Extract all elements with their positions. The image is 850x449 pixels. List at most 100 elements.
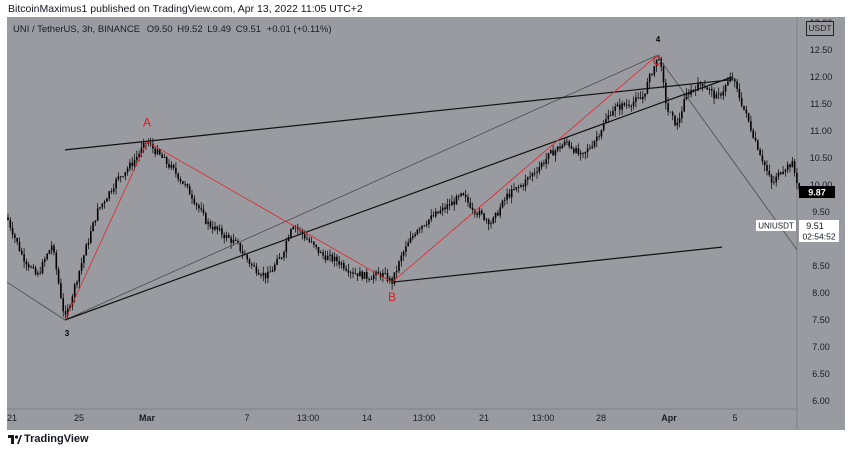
channel-line	[64, 76, 733, 321]
candle-body	[669, 111, 672, 113]
candle-body	[768, 170, 771, 176]
price-chart[interactable]: 13.0012.5012.0011.5011.0010.5010.009.509…	[7, 17, 845, 430]
candle-body	[533, 172, 536, 174]
candle-body	[184, 183, 186, 185]
candle-body	[784, 169, 787, 172]
candle-body	[83, 255, 85, 264]
candle-body	[494, 212, 497, 218]
tradingview-brand[interactable]: TradingView	[24, 433, 89, 445]
y-tick-label: 12.00	[810, 72, 833, 82]
currency-unit-button[interactable]: USDT	[806, 21, 834, 36]
candle-body	[359, 271, 361, 277]
candle-body	[322, 252, 324, 256]
candle-body	[200, 208, 202, 210]
candle-body	[591, 146, 593, 148]
candle-body	[662, 66, 665, 83]
candle-body	[186, 184, 189, 187]
candle-body	[628, 104, 630, 107]
candle-body	[451, 201, 453, 206]
y-tick-label: 12.50	[810, 45, 833, 55]
symbol-tag-box	[756, 220, 796, 231]
y-tick-label: 11.50	[810, 99, 832, 109]
candle-body	[386, 273, 389, 282]
y-tick-label: 7.50	[812, 315, 830, 325]
high-label: H	[177, 24, 185, 35]
candle-body	[159, 149, 161, 155]
candle-body	[458, 195, 460, 197]
candle-body	[138, 153, 140, 157]
candle-body	[103, 201, 106, 204]
candle-body	[382, 272, 384, 278]
candle-body	[515, 187, 518, 190]
current-price-box	[799, 220, 839, 242]
candle-body	[520, 185, 522, 187]
candle-body	[485, 219, 488, 221]
trend-line-thin	[7, 281, 66, 321]
candle-body	[248, 259, 251, 264]
candle-body	[30, 266, 32, 268]
candle-body	[389, 278, 391, 282]
candle-body	[754, 137, 757, 141]
candle-body	[294, 227, 297, 228]
x-tick-label: 14	[362, 413, 372, 423]
candle-body	[363, 272, 366, 279]
candle-body	[596, 136, 598, 142]
candle-body	[50, 245, 53, 251]
candle-body	[264, 272, 267, 279]
candle-body	[193, 198, 196, 204]
wave-label: C	[653, 54, 662, 68]
candle-body	[253, 265, 255, 267]
wave-path	[64, 55, 658, 321]
symbol-legend: UNI / TetherUS, 3h, BINANCE O9.50 H9.52 …	[13, 24, 332, 35]
x-tick-label: Mar	[139, 413, 156, 423]
candle-body	[14, 234, 16, 238]
candle-body	[462, 193, 465, 196]
candle-body	[575, 148, 577, 153]
y-tick-label: 6.00	[812, 396, 830, 406]
candle-body	[773, 182, 775, 183]
candle-body	[711, 89, 713, 91]
candle-body	[209, 221, 212, 227]
candle-body	[570, 146, 573, 149]
candle-body	[651, 74, 653, 76]
candle-body	[630, 106, 633, 107]
candle-body	[752, 130, 754, 138]
y-tick-label: 10.00	[810, 180, 833, 190]
candle-body	[306, 238, 308, 240]
candle-body	[67, 308, 69, 315]
candle-body	[16, 237, 18, 242]
candle-body	[607, 115, 610, 120]
candle-body	[195, 203, 198, 206]
candle-body	[757, 140, 759, 150]
candle-body	[568, 141, 570, 147]
candle-body	[740, 97, 743, 106]
candle-body	[39, 272, 41, 274]
candle-body	[559, 146, 561, 149]
candle-body	[614, 106, 616, 111]
candle-body	[747, 113, 750, 122]
candle-body	[87, 242, 90, 245]
last-price-box	[799, 186, 835, 199]
candle-body	[775, 176, 777, 183]
candle-body	[149, 142, 152, 144]
candle-body	[708, 89, 711, 90]
candle-body	[170, 164, 173, 168]
candle-body	[593, 141, 596, 147]
candle-body	[202, 209, 205, 214]
candle-body	[789, 164, 791, 168]
candle-body	[508, 193, 511, 198]
candle-body	[632, 101, 635, 107]
candle-body	[223, 234, 225, 239]
close-label: C	[235, 24, 243, 35]
candle-body	[497, 212, 499, 216]
candle-body	[90, 231, 92, 243]
bar-countdown-label: 02:54:52	[802, 232, 835, 242]
candle-body	[69, 305, 71, 309]
candles-group	[7, 54, 800, 321]
candle-body	[393, 272, 396, 284]
candle-body	[25, 261, 28, 265]
candle-body	[172, 164, 175, 169]
candle-body	[267, 271, 269, 279]
candle-body	[99, 207, 101, 209]
candle-body	[478, 210, 481, 216]
